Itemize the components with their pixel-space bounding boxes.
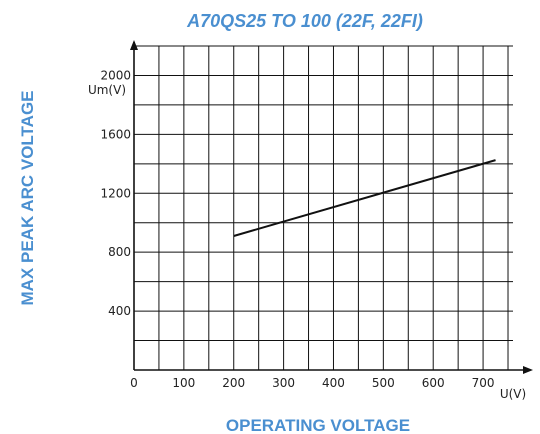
- x-axis-title: OPERATING VOLTAGE: [226, 416, 410, 434]
- x-tick-label: 500: [372, 376, 395, 390]
- x-axis-arrow: [523, 366, 533, 374]
- y-tick-label: 1200: [100, 186, 131, 200]
- y-axis-title: MAX PEAK ARC VOLTAGE: [18, 90, 37, 305]
- x-tick-label: 0: [130, 376, 138, 390]
- x-tick-label: 400: [322, 376, 345, 390]
- y-axis-arrow: [130, 40, 138, 50]
- x-axis-unit: U(V): [500, 387, 526, 401]
- chart-series: [233, 159, 496, 237]
- y-axis-ticks: 400 800 1200 1600 2000: [100, 68, 131, 318]
- chart-axes: [130, 40, 533, 374]
- y-tick-label: 400: [108, 304, 131, 318]
- y-tick-label: 1600: [100, 127, 131, 141]
- y-tick-label: 2000: [100, 68, 131, 82]
- x-tick-label: 700: [472, 376, 495, 390]
- x-axis-ticks: 0 100 200 300 400 500 600 700: [130, 376, 494, 390]
- series-line: [233, 159, 496, 237]
- x-tick-label: 100: [172, 376, 195, 390]
- x-tick-label: 600: [422, 376, 445, 390]
- chart-title: A70QS25 TO 100 (22F, 22FI): [186, 11, 423, 31]
- y-tick-label: 800: [108, 245, 131, 259]
- chart-grid: [134, 45, 513, 370]
- y-axis-unit: Um(V): [88, 83, 126, 97]
- x-tick-label: 200: [222, 376, 245, 390]
- x-tick-label: 300: [272, 376, 295, 390]
